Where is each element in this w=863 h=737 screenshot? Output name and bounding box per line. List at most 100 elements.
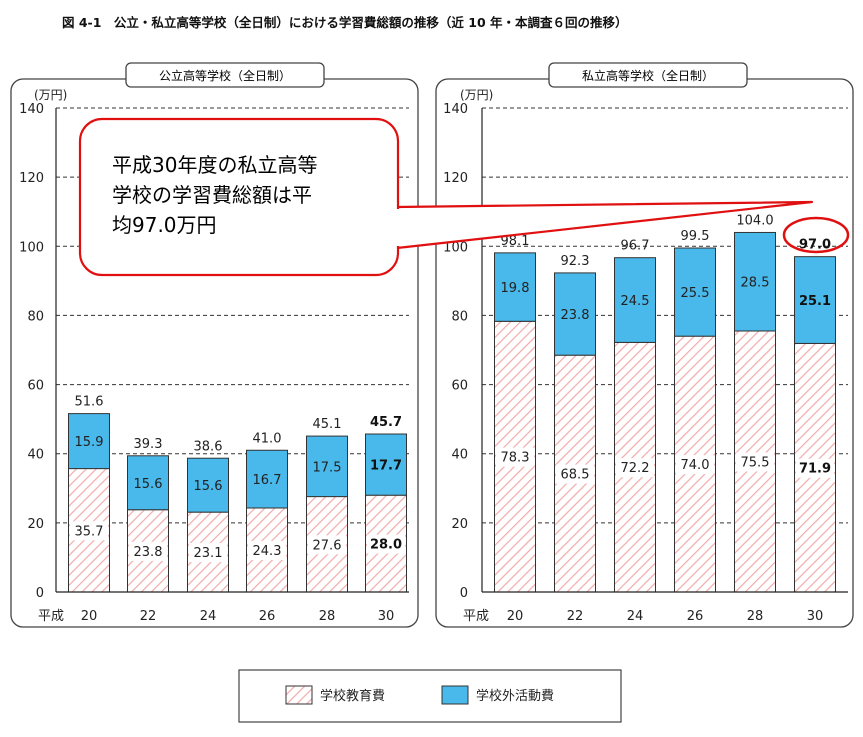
private-label-total-30: 97.0 [799,238,831,253]
public-label-total-26: 41.0 [253,431,282,446]
public-label-school-20: 35.7 [75,524,104,539]
private-label-outside-20: 19.8 [501,281,530,296]
public-bar-outside-22 [127,455,169,511]
private-value-bg [796,458,834,478]
private-label-total-20: 98.1 [501,234,530,249]
public-y-unit: (万円) [34,88,67,102]
private-label-school-20: 78.3 [501,451,530,466]
private-y-tick-label: 0 [460,586,468,601]
public-bar-outside-28 [306,435,348,498]
private-label-outside-30: 25.1 [799,294,831,309]
private-bar-outside-28 [734,231,776,332]
public-x-tick-label: 26 [259,609,276,624]
public-y-tick-label: 40 [27,448,44,463]
private-value-bg [556,464,594,484]
public-y-tick-label: 0 [36,586,44,601]
callout-line-1: 平成30年度の私立高等 [112,153,317,177]
public-label-outside-30: 17.7 [370,459,402,474]
public-panel-title-box [125,62,325,88]
public-y-tick-label: 20 [27,517,44,532]
public-label-school-26: 24.3 [253,544,282,559]
public-value-bg [367,534,405,554]
private-x-tick-label: 24 [627,609,644,624]
private-x-tick-label: 30 [807,609,824,624]
public-bar-outside-20 [68,413,110,470]
private-panel-title-box [548,62,748,88]
private-y-unit: (万円) [460,88,493,102]
public-value-bg [308,535,346,555]
public-label-total-20: 51.6 [75,395,104,410]
public-panel: 公立高等学校（全日制） (万円) 平成 35.7 15.9 51.6 23.8 15.6… [10,62,419,628]
private-x-tick-label: 20 [507,609,524,624]
public-label-total-24: 38.6 [194,440,223,455]
callout: 平成30年度の私立高等 学校の学習費総額は平 均97.0万円 [78,117,850,277]
legend-swatch-hatch [285,685,313,705]
private-label-school-26: 74.0 [681,458,710,473]
private-label-outside-28: 28.5 [741,276,770,291]
legend-swatch-outside [441,685,469,705]
private-bar-outside-24 [614,257,656,343]
private-x-tick-label: 22 [567,609,584,624]
public-y-tick-label: 80 [27,309,44,324]
public-label-outside-20: 15.9 [75,435,104,450]
public-bar-outside-30 [365,433,407,496]
public-label-school-30: 28.0 [370,538,402,553]
public-panel-title: 公立高等学校（全日制） [159,68,291,83]
public-label-total-22: 39.3 [134,437,163,452]
public-x-tick-label: 20 [81,609,98,624]
public-x-tick-label: 28 [319,609,336,624]
public-label-total-28: 45.1 [313,417,342,432]
private-bar-outside-30 [794,256,836,344]
callout-joint-cover [394,209,400,246]
callout-box [78,117,400,277]
public-label-school-28: 27.6 [313,538,342,553]
private-value-bg [676,455,714,475]
public-value-bg [189,543,227,563]
private-label-total-26: 99.5 [681,229,710,244]
private-y-tick-label: 80 [451,309,468,324]
private-label-school-22: 68.5 [561,468,590,483]
public-y-tick-label: 120 [19,171,44,186]
private-y-tick-label: 40 [451,448,468,463]
private-panel: 私立高等学校（全日制） (万円) 平成 78.3 19.8 98.1 68.5 23.8… [435,62,854,628]
highlight-circle [782,216,850,254]
private-label-total-24: 96.7 [621,239,650,254]
private-bar-outside-22 [554,272,596,356]
private-value-bg [496,447,534,467]
public-label-outside-24: 15.6 [194,479,223,494]
private-label-total-28: 104.0 [736,213,773,228]
private-panel-title: 私立高等学校（全日制） [582,68,714,83]
private-value-bg [736,452,774,472]
public-value-bg [129,541,167,561]
private-label-total-22: 92.3 [561,254,590,269]
private-y-tick-label: 60 [451,379,468,394]
public-bar-outside-24 [187,457,229,513]
private-y-tick-label: 140 [443,102,468,117]
public-label-outside-28: 17.5 [313,460,342,475]
public-label-total-30: 45.7 [370,415,402,430]
public-label-outside-26: 16.7 [253,473,282,488]
private-x-prefix: 平成 [463,609,489,624]
private-x-tick-label: 26 [687,609,704,624]
public-label-outside-22: 15.6 [134,477,163,492]
private-label-outside-26: 25.5 [681,286,710,301]
public-bar-outside-26 [246,449,288,509]
public-x-tick-label: 22 [140,609,157,624]
private-label-school-30: 71.9 [799,462,831,477]
private-label-school-28: 75.5 [741,455,770,470]
figure-title: 図 4-1 公立・私立高等学校（全日制）における学習費総額の推移（近 10 年・… [62,15,628,30]
private-y-tick-label: 120 [443,171,468,186]
legend-label-outside: 学校外活動費 [476,688,554,704]
public-y-tick-label: 140 [19,102,44,117]
public-value-bg [248,540,286,560]
callout-line-3: 均97.0万円 [112,213,217,237]
public-y-tick-label: 60 [27,379,44,394]
private-label-school-24: 72.2 [621,461,650,476]
private-bar-outside-20 [494,252,536,322]
public-x-prefix: 平成 [38,609,64,624]
private-label-outside-22: 23.8 [561,308,590,323]
public-label-school-22: 23.8 [134,545,163,560]
private-label-outside-24: 24.5 [621,294,650,309]
public-y-tick-label: 100 [19,240,44,255]
